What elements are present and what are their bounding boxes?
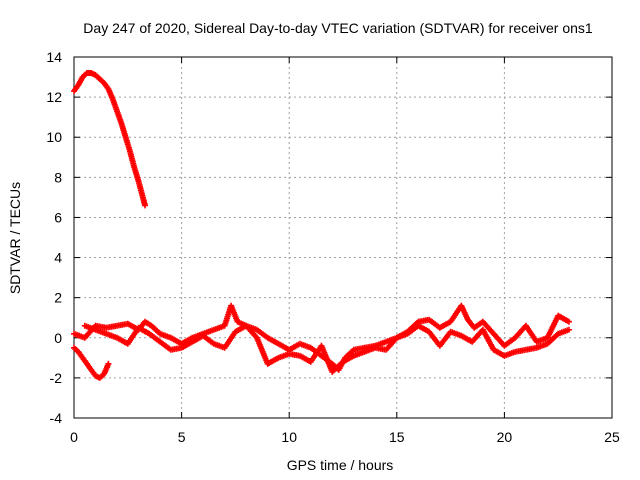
x-tick-label: 10 <box>281 429 297 445</box>
y-tick-label: 6 <box>54 209 62 225</box>
data-point <box>565 318 572 325</box>
y-tick-label: 8 <box>54 169 62 185</box>
y-tick-label: 4 <box>54 250 62 266</box>
plot-frame <box>73 56 613 419</box>
x-tick-label: 20 <box>497 429 513 445</box>
x-axis-label: GPS time / hours <box>287 457 394 473</box>
x-tick-label: 25 <box>604 429 620 445</box>
y-tick-label: 2 <box>54 290 62 306</box>
y-tick-label: 0 <box>54 330 62 346</box>
y-tick-label: 10 <box>46 129 62 145</box>
chart-title: Day 247 of 2020, Sidereal Day-to-day VTE… <box>83 20 593 36</box>
x-tick-label: 15 <box>389 429 405 445</box>
x-tick-label: 0 <box>70 429 78 445</box>
data-point <box>565 326 572 333</box>
y-axis-label: SDTVAR / TECUs <box>7 182 23 294</box>
data-points <box>71 70 572 381</box>
data-point <box>142 202 149 209</box>
y-tick-label: 12 <box>46 89 62 105</box>
axis-ticks: 0 5 10 15 20 25 -4 -2 0 2 4 6 8 10 12 14 <box>46 49 620 445</box>
y-tick-label: -4 <box>50 410 63 426</box>
y-tick-label: 14 <box>46 49 62 65</box>
y-tick-label: -2 <box>50 370 63 386</box>
x-tick-label: 5 <box>178 429 186 445</box>
data-point <box>105 360 112 367</box>
